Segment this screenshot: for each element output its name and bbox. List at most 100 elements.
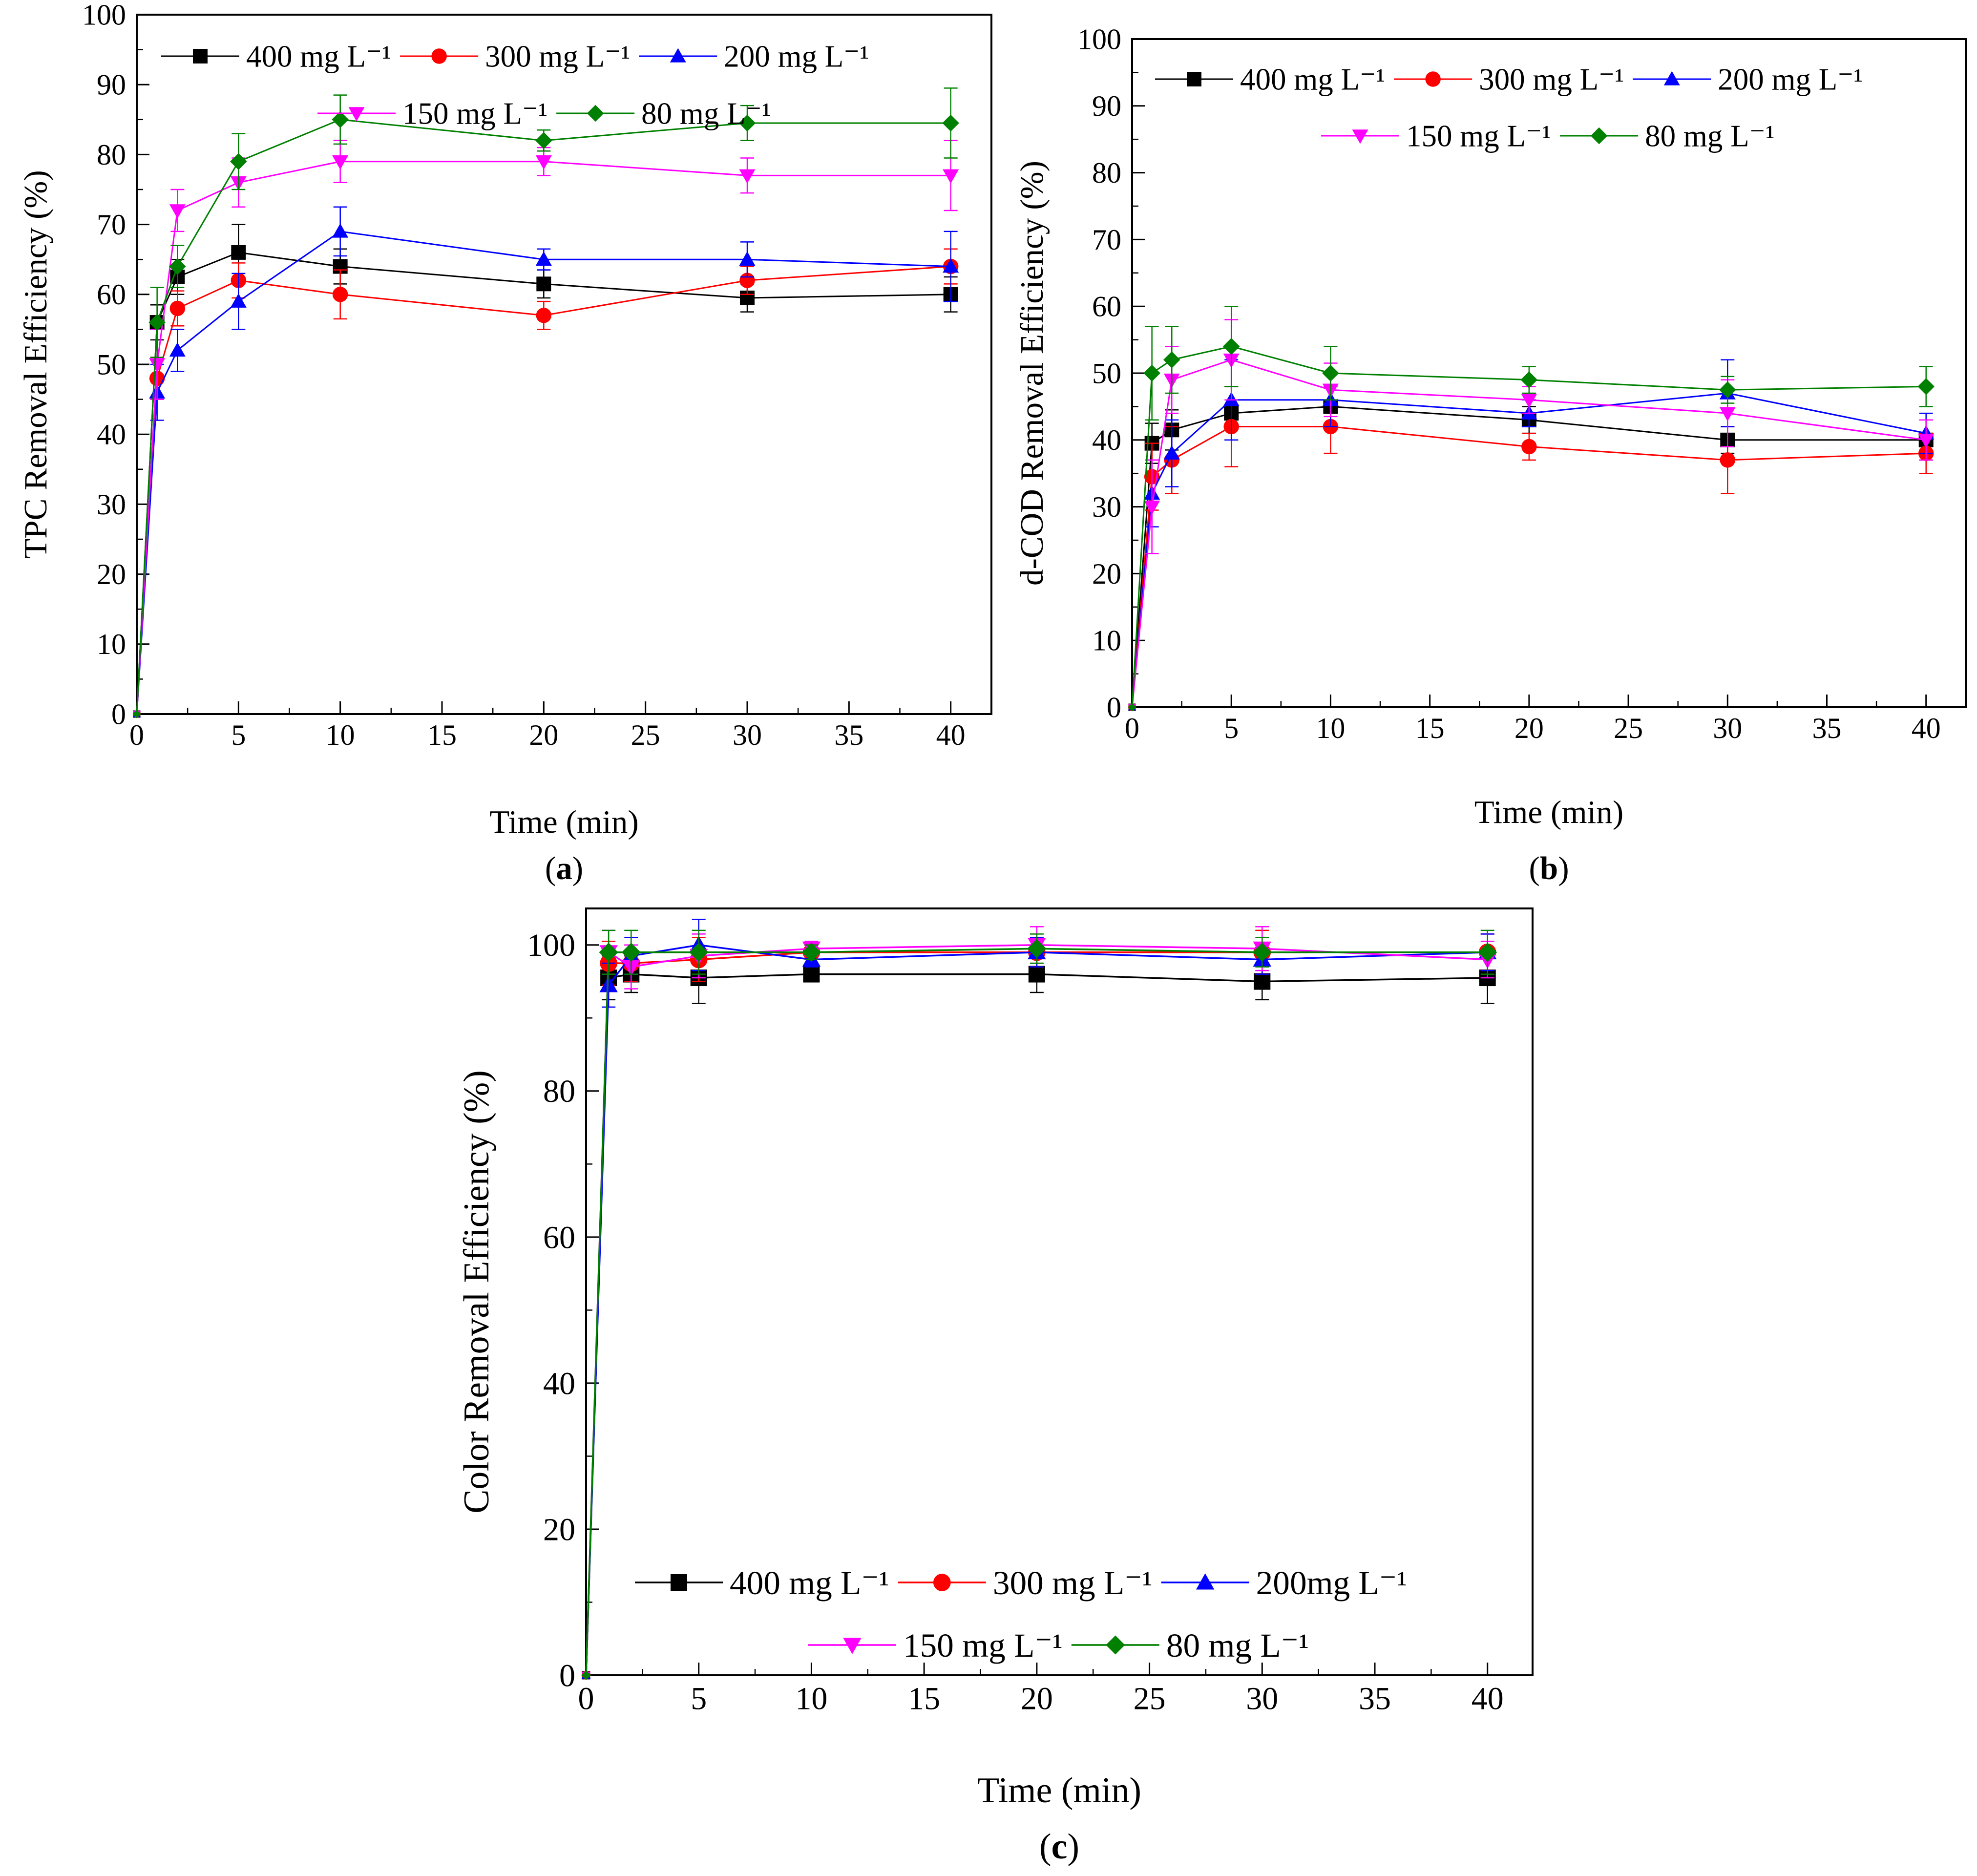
data-point bbox=[943, 258, 959, 273]
x-tick-label: 10 bbox=[326, 719, 355, 751]
y-tick-label: 80 bbox=[543, 1074, 575, 1109]
x-tick-label: 35 bbox=[1359, 1681, 1391, 1716]
panel-label: (c) bbox=[1039, 1826, 1079, 1866]
x-tick-label: 0 bbox=[129, 719, 144, 751]
legend-entry-label: 300 mg L⁻¹ bbox=[485, 40, 630, 74]
x-tick-label: 30 bbox=[733, 719, 762, 751]
data-point bbox=[801, 943, 821, 962]
x-tick-label: 0 bbox=[578, 1681, 594, 1716]
legend-swatch-marker bbox=[1590, 127, 1608, 145]
y-tick-label: 40 bbox=[543, 1366, 575, 1401]
legend-swatch-marker bbox=[1196, 1573, 1215, 1590]
series-line bbox=[136, 119, 951, 715]
x-tick-label: 30 bbox=[1713, 712, 1742, 744]
data-point bbox=[943, 169, 959, 184]
y-tick-label: 30 bbox=[97, 488, 126, 521]
series-a-4 bbox=[132, 87, 959, 718]
data-point bbox=[599, 943, 618, 962]
legend-swatch-marker bbox=[348, 107, 365, 122]
data-point bbox=[942, 114, 959, 132]
y-tick-label: 50 bbox=[1092, 357, 1121, 389]
y-tick-label: 0 bbox=[559, 1658, 575, 1693]
legend-swatch-marker bbox=[1425, 71, 1441, 87]
legend-entry-label: 300 mg L⁻¹ bbox=[993, 1564, 1153, 1602]
data-point bbox=[1144, 500, 1160, 515]
y-tick-label: 20 bbox=[97, 558, 126, 590]
series-a-1 bbox=[133, 248, 959, 718]
panel-label: (a) bbox=[545, 850, 583, 886]
data-point bbox=[231, 245, 246, 260]
data-point bbox=[535, 155, 552, 170]
legend-swatch-marker bbox=[1187, 72, 1201, 86]
y-tick-label: 100 bbox=[527, 927, 575, 963]
x-tick-label: 25 bbox=[1134, 1681, 1166, 1716]
data-point bbox=[599, 976, 618, 992]
data-point bbox=[1254, 973, 1271, 990]
y-tick-label: 70 bbox=[97, 209, 126, 241]
legend-entry-label: 80 mg L⁻¹ bbox=[1166, 1626, 1309, 1664]
data-point bbox=[1520, 371, 1538, 388]
data-point bbox=[739, 251, 756, 266]
data-point bbox=[1720, 452, 1736, 468]
y-axis-label: Color Removal Efficiency (%) bbox=[456, 1070, 496, 1514]
series-line bbox=[136, 161, 951, 715]
legend-swatch-marker bbox=[1352, 129, 1368, 144]
x-tick-label: 25 bbox=[1614, 712, 1643, 744]
legend-entry-label: 80 mg L⁻¹ bbox=[1645, 119, 1775, 153]
data-point bbox=[1143, 364, 1160, 382]
data-point bbox=[169, 300, 186, 316]
series-b-4 bbox=[1128, 305, 1935, 712]
y-tick-label: 80 bbox=[97, 139, 126, 171]
x-axis-label: Time (min) bbox=[1474, 794, 1624, 830]
y-tick-label: 90 bbox=[1092, 90, 1121, 122]
legend-entry-label: 150 mg L⁻¹ bbox=[903, 1626, 1063, 1664]
x-tick-label: 15 bbox=[1415, 712, 1445, 744]
data-point bbox=[132, 710, 141, 718]
x-tick-label: 20 bbox=[529, 719, 558, 751]
legend-entry-label: 400 mg L⁻¹ bbox=[246, 40, 391, 74]
y-tick-label: 100 bbox=[1077, 23, 1121, 55]
panel-label-letter: c bbox=[1052, 1826, 1068, 1866]
panel-c: 0 5 10 15 20 25 30 35 40 0 20 40 60 80 100 Time (min) Co… bbox=[456, 907, 1534, 1866]
data-point bbox=[1521, 439, 1537, 455]
data-point bbox=[1222, 338, 1240, 355]
legend-entry-label: 80 mg L⁻¹ bbox=[641, 97, 771, 131]
x-tick-label: 40 bbox=[1472, 1681, 1504, 1716]
legend-swatch-marker bbox=[193, 49, 208, 63]
x-axis-label: Time (min) bbox=[977, 1770, 1141, 1810]
data-point bbox=[230, 153, 247, 170]
data-point bbox=[536, 276, 551, 292]
series-line bbox=[1131, 359, 1926, 708]
legend-entry-label: 200mg L⁻¹ bbox=[1256, 1564, 1408, 1602]
legend-swatch-marker bbox=[1106, 1635, 1125, 1655]
data-point bbox=[1917, 378, 1935, 395]
data-point bbox=[230, 293, 247, 308]
data-point bbox=[1521, 393, 1537, 408]
data-point bbox=[535, 132, 552, 149]
data-point bbox=[1163, 351, 1180, 368]
data-point bbox=[332, 155, 349, 170]
data-point bbox=[1027, 939, 1047, 958]
data-point bbox=[621, 943, 641, 962]
y-tick-label: 0 bbox=[1107, 691, 1121, 723]
legend-swatch-marker bbox=[843, 1638, 862, 1654]
x-tick-label: 0 bbox=[1125, 712, 1139, 744]
x-tick-label: 10 bbox=[795, 1681, 827, 1716]
x-tick-label: 20 bbox=[1021, 1681, 1053, 1716]
data-point bbox=[1719, 407, 1736, 422]
legend-swatch-marker bbox=[431, 48, 447, 64]
legend-entry-label: 400 mg L⁻¹ bbox=[730, 1564, 889, 1602]
x-tick-label: 40 bbox=[1912, 712, 1941, 744]
legend-entry-label: 150 mg L⁻¹ bbox=[1406, 119, 1551, 153]
x-tick-label: 10 bbox=[1316, 712, 1345, 744]
legend-swatch-marker bbox=[670, 48, 686, 63]
x-tick-label: 15 bbox=[427, 719, 457, 751]
data-point bbox=[535, 251, 552, 266]
x-tick-label: 20 bbox=[1514, 712, 1544, 744]
data-point bbox=[332, 111, 349, 128]
y-tick-label: 40 bbox=[97, 419, 126, 451]
legend-entry-label: 300 mg L⁻¹ bbox=[1479, 63, 1624, 97]
data-point bbox=[803, 966, 820, 983]
x-tick-label: 25 bbox=[631, 719, 660, 751]
